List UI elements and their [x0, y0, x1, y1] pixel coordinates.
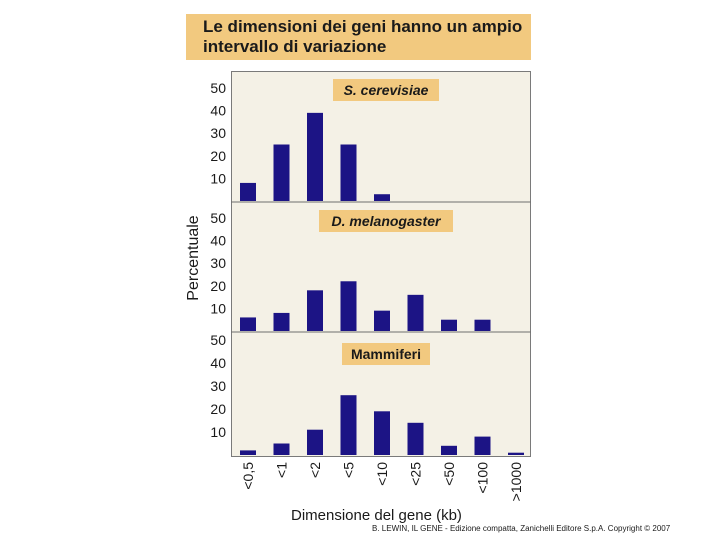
panel-label-d-melanogaster: D. melanogaster: [319, 210, 453, 232]
y-tick-label: 30: [210, 255, 226, 271]
y-tick-label: 10: [210, 170, 226, 186]
y-tick-label: 50: [210, 80, 226, 96]
bar-3-3: [307, 429, 323, 455]
bar-3-2: [273, 443, 290, 455]
y-tick-label: 20: [210, 148, 226, 164]
bar-1-5: [374, 194, 390, 201]
bar-2-6: [407, 294, 424, 331]
y-tick-label: 30: [210, 125, 226, 141]
bar-2-2: [273, 312, 290, 331]
bar-2-7: [441, 319, 457, 331]
chart-title: Le dimensioni dei geni hanno un ampio in…: [186, 14, 531, 60]
x-tick-label: <5: [341, 462, 357, 478]
y-tick-label: 50: [210, 332, 226, 348]
bar-2-3: [307, 290, 323, 331]
y-tick-label: 40: [210, 103, 226, 119]
bar-3-4: [340, 395, 357, 455]
y-tick-label: 40: [210, 355, 226, 371]
bar-3-6: [407, 422, 424, 455]
x-axis-title: Dimensione del gene (kb): [291, 507, 462, 524]
x-tick-label: >1000: [508, 462, 524, 502]
x-tick-label: <100: [475, 462, 491, 494]
bar-3-7: [441, 445, 457, 455]
chart-title-line2: intervallo di variazione: [203, 37, 387, 56]
y-tick-label: 10: [210, 300, 226, 316]
plot-area: [231, 71, 531, 457]
y-axis-title: Percentuale: [185, 215, 202, 301]
bar-1-2: [273, 144, 290, 201]
y-tick-label: 20: [210, 278, 226, 294]
bar-2-5: [374, 310, 390, 331]
bar-3-9: [508, 452, 524, 455]
bar-1-4: [340, 144, 357, 201]
bar-3-1: [240, 450, 256, 455]
x-tick-label: <2: [307, 462, 323, 478]
x-tick-label: <50: [441, 462, 457, 486]
chart-title-line1: Le dimensioni dei geni hanno un ampio: [203, 17, 523, 36]
bar-1-1: [240, 182, 256, 201]
bar-1-3: [307, 112, 323, 201]
bar-3-5: [374, 411, 390, 455]
bar-2-1: [240, 317, 256, 331]
y-tick-label: 40: [210, 233, 226, 249]
y-tick-label: 30: [210, 378, 226, 394]
x-tick-label: <10: [374, 462, 390, 486]
x-tick-label: <0,5: [240, 462, 256, 490]
bar-2-4: [340, 281, 357, 331]
y-tick-label: 20: [210, 401, 226, 417]
x-tick-label: <25: [408, 462, 424, 486]
copyright-note: B. LEWIN, IL GENE - Edizione compatta, Z…: [372, 524, 671, 533]
bar-3-8: [474, 436, 491, 455]
bar-2-8: [474, 319, 491, 331]
x-tick-label: <1: [274, 462, 290, 478]
panel-label-mammiferi: Mammiferi: [342, 343, 430, 365]
panel-label-s-cerevisiae: S. cerevisiae: [333, 79, 439, 101]
y-tick-label: 50: [210, 210, 226, 226]
y-tick-label: 10: [210, 424, 226, 440]
